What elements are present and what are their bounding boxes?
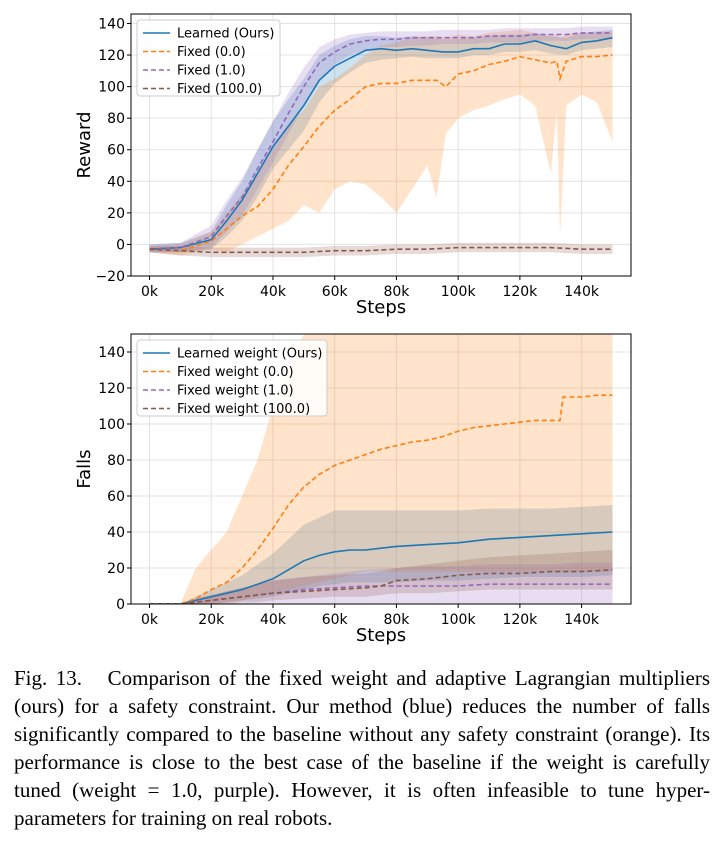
reward-xtick-label: 20k xyxy=(198,284,225,300)
falls-xtick-label: 140k xyxy=(564,612,600,628)
falls-xtick-label: 120k xyxy=(502,612,538,628)
reward-plot-frame xyxy=(130,13,632,277)
reward-ytick-label: 120 xyxy=(98,48,125,64)
reward-ytick-label: 0 xyxy=(116,237,125,253)
falls-ytick-label: 100 xyxy=(98,417,125,433)
caption-label: Fig. 13. xyxy=(14,666,83,690)
falls-xtick-label: 0k xyxy=(141,612,159,628)
reward-ytick-label: 40 xyxy=(107,174,125,190)
reward-ytick-label: −20 xyxy=(95,269,125,285)
falls-legend-label-fixed100: Fixed weight (100.0) xyxy=(177,402,310,417)
figure-canvas: −20 0 20 40 60 80 100 120 140 0k 20k 40k 60k 80k 100k 1… xyxy=(74,13,632,646)
reward-band-learned xyxy=(149,29,613,253)
reward-legend-label-fixed0: Fixed (0.0) xyxy=(177,45,246,60)
reward-xtick-label: 0k xyxy=(141,284,159,300)
reward-legend-label-fixed100: Fixed (100.0) xyxy=(177,82,262,97)
figure-caption: Fig. 13. Comparison of the fixed weight … xyxy=(14,664,710,832)
reward-ytick-label: 80 xyxy=(107,111,125,127)
reward-xtick-label: 80k xyxy=(383,284,410,300)
falls-ytick-label: 80 xyxy=(107,453,125,469)
falls-xlabel: Steps xyxy=(356,625,406,646)
reward-xlabel: Steps xyxy=(356,297,406,318)
falls-ytick-label: 140 xyxy=(98,345,125,361)
falls-legend-frame xyxy=(136,339,328,417)
reward-ytick-label: 140 xyxy=(98,16,125,32)
reward-legend-label-learned: Learned (Ours) xyxy=(177,27,274,42)
falls-ytick-label: 40 xyxy=(107,525,125,541)
falls-xtick-label: 80k xyxy=(383,612,410,628)
falls-bands xyxy=(149,334,613,604)
falls-plot-frame xyxy=(130,333,632,605)
falls-ytick-label: 60 xyxy=(107,489,125,505)
falls-lines xyxy=(149,394,613,604)
falls-ytick-label: 120 xyxy=(98,381,125,397)
falls-line-fixed1 xyxy=(149,583,613,604)
falls-xtick-label: 40k xyxy=(260,612,287,628)
reward-ytick-label: 20 xyxy=(107,206,125,222)
falls-legend: Learned weight (Ours) Fixed weight (0.0) F… xyxy=(136,339,328,417)
falls-xtick-label: 100k xyxy=(441,612,477,628)
reward-ytick-label: 60 xyxy=(107,143,125,159)
reward-legend-frame xyxy=(136,19,281,97)
reward-line-fixed0 xyxy=(149,54,613,252)
reward-legend: Learned (Ours) Fixed (0.0) Fixed (1.0) Fixe… xyxy=(136,19,281,97)
reward-lines xyxy=(149,32,613,254)
reward-xtick-label: 140k xyxy=(564,284,600,300)
falls-ylabel: Falls xyxy=(74,449,95,488)
falls-legend-label-fixed0: Fixed weight (0.0) xyxy=(177,365,294,380)
reward-ylabel: Reward xyxy=(74,111,95,178)
reward-xtick-label: 100k xyxy=(441,284,477,300)
reward-line-learned xyxy=(149,36,613,250)
reward-band-fixed100 xyxy=(149,242,613,258)
reward-line-fixed100 xyxy=(149,246,613,254)
falls-xtick-label: 60k xyxy=(322,612,349,628)
reward-ytick-label: 100 xyxy=(98,80,125,96)
reward-xtick-label: 120k xyxy=(502,284,538,300)
falls-legend-label-fixed1: Fixed weight (1.0) xyxy=(177,384,294,399)
falls-ytick-label: 20 xyxy=(107,561,125,577)
falls-line-fixed100 xyxy=(149,569,613,604)
falls-xtick-label: 20k xyxy=(198,612,225,628)
reward-xtick-label: 60k xyxy=(322,284,349,300)
caption-text: Comparison of the fixed weight and adapt… xyxy=(14,666,711,830)
falls-band-learned xyxy=(149,505,613,604)
falls-ytick-label: 0 xyxy=(116,597,125,613)
falls-band-fixed100 xyxy=(149,550,613,604)
reward-xtick-label: 40k xyxy=(260,284,287,300)
falls-line-fixed0 xyxy=(149,394,613,604)
falls-line-learned xyxy=(149,531,613,604)
falls-legend-label-learned: Learned weight (Ours) xyxy=(177,347,322,362)
falls-band-fixed0 xyxy=(149,334,613,604)
reward-legend-label-fixed1: Fixed (1.0) xyxy=(177,64,246,79)
